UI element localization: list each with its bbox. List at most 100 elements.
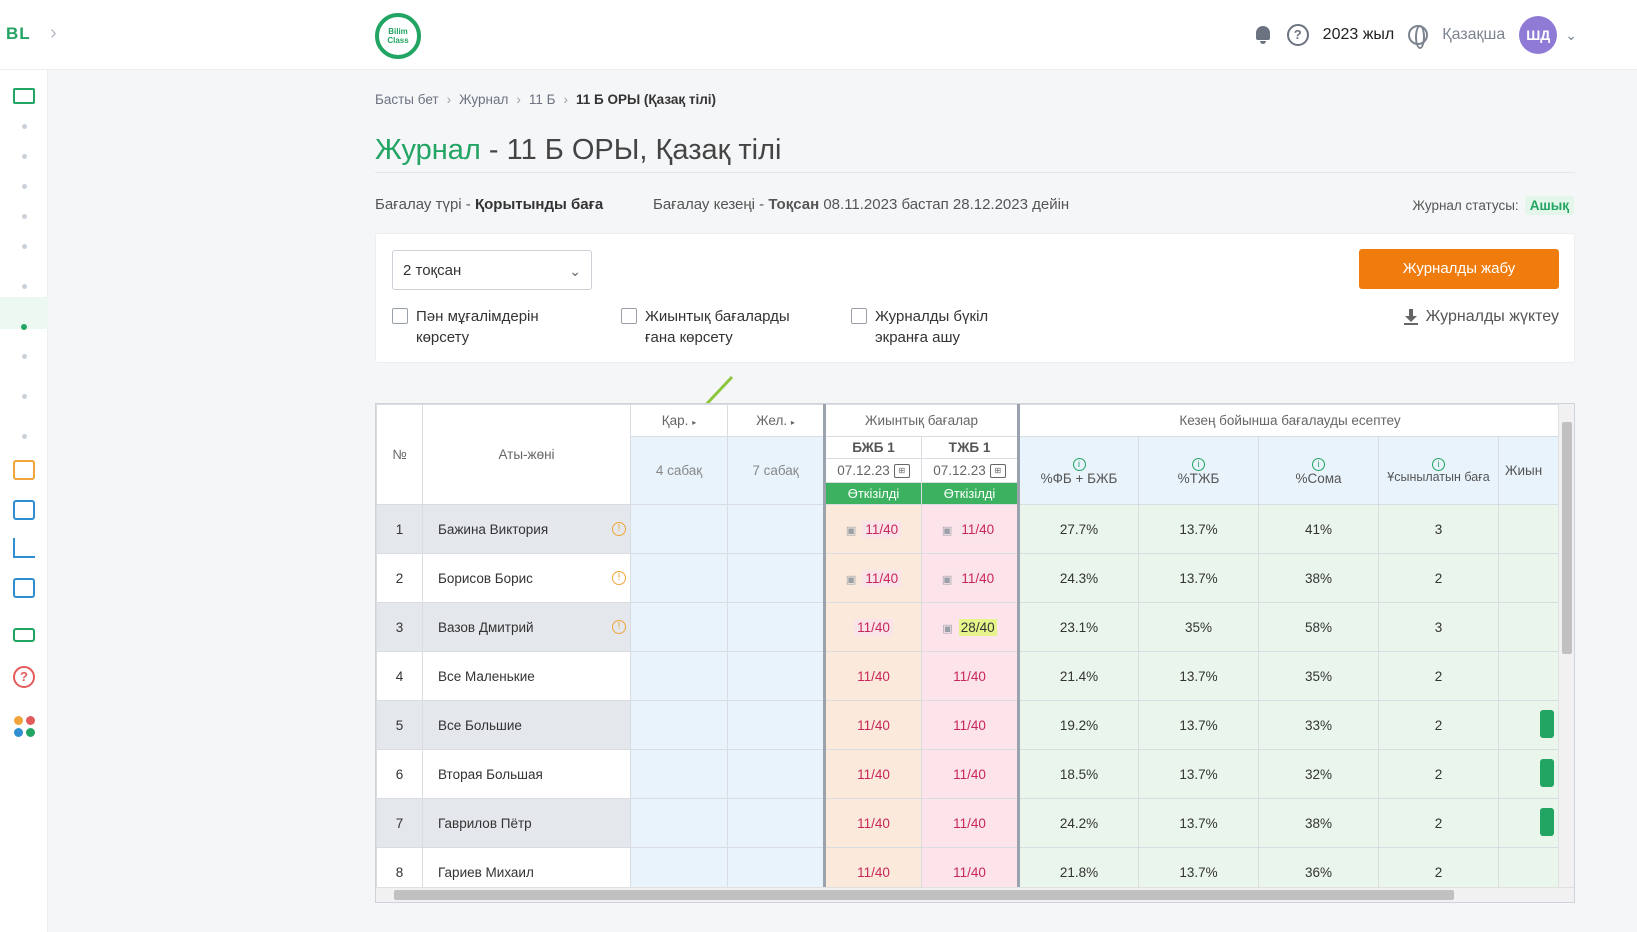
school-icon[interactable] <box>0 500 48 520</box>
calc-header-total: Жиын <box>1498 436 1561 505</box>
sidebar: ? <box>0 70 48 932</box>
tjb-status: Өткізілді <box>921 482 1019 505</box>
brand-logo[interactable]: Bilim Class <box>375 13 421 59</box>
control-panel: 2 тоқсан ⌄ Журналды жабу Пән мұғалімдерін… <box>375 233 1575 363</box>
table-icon[interactable] <box>0 578 48 598</box>
sidebar-dot[interactable] <box>0 152 48 159</box>
calendar-icon: ⊞ <box>893 464 910 479</box>
student-name: Вторая Большая <box>422 749 631 799</box>
vertical-scrollbar[interactable] <box>1558 404 1574 889</box>
sidebar-dot[interactable] <box>0 212 48 219</box>
monitor-icon[interactable] <box>0 88 48 104</box>
teacher-icon[interactable] <box>0 460 48 480</box>
chevron-down-icon: ⌄ <box>569 263 581 279</box>
lesson-count: 4 сабақ <box>630 436 728 505</box>
comment-icon: ▣ <box>845 524 857 537</box>
table-row: 3 Вазов Дмитрий! 11/40 ▣ 28/40 23.1% 35% … <box>376 602 1561 652</box>
breadcrumb-home[interactable]: Басты бет <box>375 92 439 107</box>
status-badge: Ашық <box>1524 196 1574 215</box>
avatar[interactable]: ШД <box>1519 16 1558 54</box>
col-name-header: Аты-жөні <box>422 404 631 505</box>
sidebar-dot[interactable] <box>0 122 48 129</box>
quarter-select[interactable]: 2 тоқсан ⌄ <box>392 250 592 290</box>
student-name: Бажина Виктория! <box>422 504 631 554</box>
table-row: 4 Все Маленькие 11/40 11/40 21.4% 13.7% … <box>376 651 1561 701</box>
month-header-dec[interactable]: Жел. ▸ <box>727 404 825 437</box>
student-name: Вазов Дмитрий! <box>422 602 631 652</box>
sidebar-dot[interactable] <box>0 352 48 359</box>
table-row: 7 Гаврилов Пётр 11/40 11/40 24.2% 13.7% … <box>376 798 1561 848</box>
bjb-header[interactable]: БЖБ 1 <box>823 436 922 459</box>
brand-logo-text: Bilim Class <box>383 21 413 51</box>
help-icon[interactable]: ? <box>1286 24 1309 46</box>
breadcrumb-class[interactable]: 11 Б <box>528 92 556 107</box>
sidebar-dot-active[interactable] <box>0 322 48 330</box>
student-name: Гаврилов Пётр <box>422 798 631 848</box>
bjb-status: Өткізілді <box>823 482 922 505</box>
help-circle-icon[interactable]: ? <box>0 666 48 688</box>
sidebar-expand-icon[interactable]: › <box>50 22 57 44</box>
calc-header-tjb: i %ТЖБ <box>1138 436 1259 505</box>
show-teachers-checkbox[interactable]: Пән мұғалімдерін көрсету <box>392 306 539 348</box>
lesson-count: 7 сабақ <box>727 436 825 505</box>
globe-icon[interactable] <box>1408 25 1429 49</box>
breadcrumb-journal[interactable]: Журнал <box>459 92 509 107</box>
sidebar-logo[interactable]: BL <box>6 24 31 43</box>
bell-icon[interactable] <box>1253 24 1273 46</box>
col-no-header: № <box>376 404 423 505</box>
breadcrumb-current: 11 Б ОРЫ (Қазақ тілі) <box>575 92 717 107</box>
period-group-header: Кезең бойынша бағалауды есептеу <box>1017 404 1561 437</box>
fullscreen-checkbox[interactable]: Журналды бүкіл экранға ашу <box>851 306 988 348</box>
tjb-header[interactable]: ТЖБ 1 <box>921 436 1019 459</box>
sidebar-dot[interactable] <box>0 432 48 439</box>
calc-header-fb: i %ФБ + БЖБ <box>1017 436 1139 505</box>
chevron-down-icon[interactable]: ⌄ <box>1565 26 1577 43</box>
summative-only-checkbox[interactable]: Жиынтық бағаларды ғана көрсету <box>621 306 790 348</box>
info-icon: i <box>1432 458 1445 471</box>
apps-icon[interactable] <box>0 716 48 737</box>
calc-header-sum: i %Сома <box>1258 436 1379 505</box>
student-name: Все Маленькие <box>422 651 631 701</box>
warning-icon: ! <box>612 521 626 536</box>
add-button[interactable] <box>1539 758 1554 787</box>
info-icon: i <box>1072 458 1086 471</box>
top-bar: BL › Bilim Class ? 2023 жыл Қазақша ШД ⌄ <box>0 0 1637 70</box>
summary-group-header: Жиынтық бағалар <box>823 404 1019 437</box>
student-name: Борисов Борис! <box>422 553 631 603</box>
calendar-icon: ⊞ <box>989 464 1006 479</box>
journal-status: Журнал статусы: Ашық <box>1413 196 1574 215</box>
table-row: 2 Борисов Борис! ▣ 11/40 ▣ 11/40 24.3% 13.… <box>376 553 1561 603</box>
sidebar-dot[interactable] <box>0 242 48 249</box>
table-row: 5 Все Большие 11/40 11/40 19.2% 13.7% 33… <box>376 700 1561 750</box>
breadcrumb: Басты бет › Журнал › 11 Б › 11 Б ОРЫ (Қазақ… <box>375 92 717 107</box>
journal-grid: № Аты-жөні Қар. ▸ Жел. ▸ Жиынтық бағалар… <box>376 404 1561 897</box>
comment-icon: ▣ <box>941 573 953 586</box>
add-button[interactable] <box>1539 807 1554 836</box>
page-title: Журнал - 11 Б ОРЫ, Қазақ тілі <box>375 134 782 166</box>
sidebar-dot[interactable] <box>0 182 48 189</box>
calc-header-grade: i Ұсынылатын баға <box>1378 436 1499 505</box>
info-icon: i <box>1312 458 1325 471</box>
download-journal-link[interactable]: Журналды жүктеу <box>1403 308 1559 326</box>
close-journal-button[interactable]: Журналды жабу <box>1359 249 1559 289</box>
comment-icon: ▣ <box>845 573 857 586</box>
journal-table: № Аты-жөні Қар. ▸ Жел. ▸ Жиынтық бағалар… <box>375 403 1575 903</box>
bjb-date: 07.12.23 ⊞ <box>823 458 922 483</box>
comment-icon: ▣ <box>941 524 953 537</box>
year-selector[interactable]: 2023 жыл <box>1322 26 1395 43</box>
tjb-date: 07.12.23 ⊞ <box>921 458 1019 483</box>
table-row: 6 Вторая Большая 11/40 11/40 18.5% 13.7%… <box>376 749 1561 799</box>
language-selector[interactable]: Қазақша <box>1442 26 1506 43</box>
sidebar-dot[interactable] <box>0 282 48 289</box>
add-button[interactable] <box>1539 709 1554 738</box>
sidebar-dot[interactable] <box>0 392 48 399</box>
assessment-type: Бағалау түрі - Қорытынды баға <box>375 196 604 213</box>
horizontal-scrollbar[interactable] <box>376 887 1574 902</box>
download-icon <box>1403 309 1418 325</box>
news-icon[interactable] <box>0 628 48 642</box>
chart-icon[interactable] <box>0 538 48 558</box>
comment-icon: ▣ <box>942 622 953 635</box>
student-name: Все Большие <box>422 700 631 750</box>
warning-icon: ! <box>612 570 626 585</box>
month-header-nov[interactable]: Қар. ▸ <box>630 404 728 437</box>
